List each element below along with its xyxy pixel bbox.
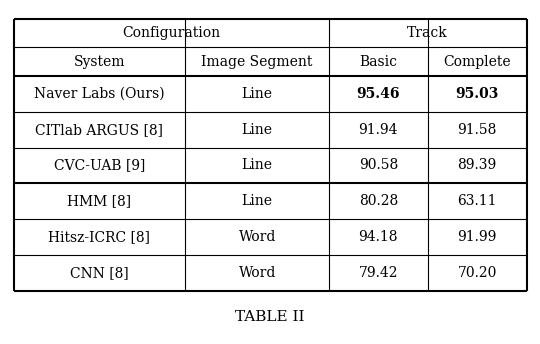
Text: 80.28: 80.28: [359, 194, 398, 208]
Text: CITlab ARGUS [8]: CITlab ARGUS [8]: [36, 123, 164, 137]
Text: 90.58: 90.58: [359, 159, 398, 172]
Text: 91.99: 91.99: [457, 230, 497, 244]
Text: Word: Word: [239, 230, 276, 244]
Text: Complete: Complete: [443, 55, 511, 69]
Text: Line: Line: [242, 87, 273, 101]
Text: 95.46: 95.46: [356, 87, 400, 101]
Text: System: System: [73, 55, 125, 69]
Text: Line: Line: [242, 194, 273, 208]
Text: CNN [8]: CNN [8]: [70, 266, 129, 280]
Text: 91.94: 91.94: [359, 123, 398, 137]
Text: 91.58: 91.58: [457, 123, 497, 137]
Text: CVC-UAB [9]: CVC-UAB [9]: [54, 159, 145, 172]
Text: 63.11: 63.11: [457, 194, 497, 208]
Text: Basic: Basic: [360, 55, 397, 69]
Text: Naver Labs (Ours): Naver Labs (Ours): [34, 87, 165, 101]
Text: 94.18: 94.18: [359, 230, 398, 244]
Text: HMM [8]: HMM [8]: [68, 194, 132, 208]
Text: Hitsz-ICRC [8]: Hitsz-ICRC [8]: [49, 230, 151, 244]
Text: Line: Line: [242, 159, 273, 172]
Text: TABLE II: TABLE II: [235, 310, 305, 324]
Text: 95.03: 95.03: [455, 87, 499, 101]
Text: 89.39: 89.39: [457, 159, 497, 172]
Text: Line: Line: [242, 123, 273, 137]
Text: Track: Track: [407, 26, 448, 40]
Text: Configuration: Configuration: [122, 26, 220, 40]
Text: 70.20: 70.20: [457, 266, 497, 280]
Text: Word: Word: [239, 266, 276, 280]
Text: 79.42: 79.42: [359, 266, 398, 280]
Text: Image Segment: Image Segment: [201, 55, 313, 69]
